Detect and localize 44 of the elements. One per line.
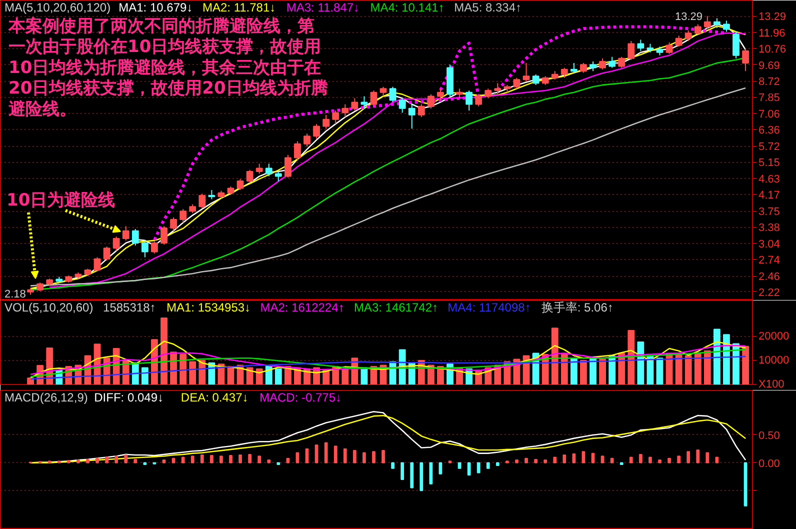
text: MA3: 1461742↑ [354, 300, 438, 314]
y-tick-label: 2.46 [758, 271, 780, 284]
annotation: 10日为避险线 [6, 190, 116, 210]
text: MA1: 10.679↓ [118, 0, 193, 14]
y-tick-label: 10000 [758, 354, 790, 366]
y-tick-label: 3.04 [758, 238, 780, 250]
legend-title: MACD(26,12,9) [4, 390, 88, 404]
y-tick-label: 2.22 [758, 286, 780, 299]
y-tick-label: 20000 [758, 330, 790, 342]
text: MA4: 10.141↑ [370, 0, 444, 14]
y-tick-label: 13.29 [758, 11, 786, 24]
legend-title: MA(5,10,20,60,120) [4, 0, 111, 14]
text: DIFF: 0.049↓ [94, 390, 164, 404]
y-tick-label: 3.75 [758, 206, 780, 218]
annotation: 本案例使用了两次不同的折腾避险线，第一次由于股价在10日均线获支撑，故使用10日均线为折腾避险线，其余三次由于在20日均线获支撑，故使用20日均线为折腾避险线。 [8, 16, 328, 120]
text: MA2: 11.781↓ [202, 0, 276, 14]
text: MA3: 11.847↓ [286, 0, 360, 14]
annotation: 2.18 [4, 288, 26, 300]
annotation: 13.29 [674, 11, 703, 23]
y-tick-label: 9.69 [758, 60, 780, 72]
y-tick-label: 2.74 [758, 254, 780, 266]
y-tick-label: 3.38 [758, 222, 780, 234]
text: MA1: 1534953↓ [166, 300, 251, 314]
y-tick-label: 0.00 [758, 458, 780, 470]
text: DEA: 0.437↓ [180, 390, 248, 404]
y-tick-label: 4.63 [758, 174, 780, 186]
series-label: 1585318↑ [103, 300, 156, 314]
y-tick-label: 7.85 [758, 92, 780, 104]
annotation: MACD: -0.775↓ [260, 390, 342, 404]
y-tick-label: 5.72 [758, 141, 780, 154]
y-tick-label: 0.50 [758, 430, 780, 442]
y-tick-label: 7.06 [758, 108, 780, 121]
annotation: 换手率: 5.06↑ [541, 300, 614, 314]
text: MA4: 1174098↑ [448, 300, 531, 314]
y-tick-label: X100 [758, 378, 784, 390]
legend-title: VOL(5,10,20,60) [4, 300, 94, 314]
y-tick-label: 4.17 [758, 190, 780, 202]
text: MA5: 8.334↑ [454, 0, 522, 14]
y-tick-label: 6.36 [758, 124, 780, 137]
y-tick-label: 10.76 [758, 44, 786, 56]
text: MA2: 1612224↑ [260, 300, 344, 314]
y-tick-label: 11.96 [758, 27, 786, 40]
y-tick-label: 5.15 [758, 157, 780, 170]
y-tick-label: 8.72 [758, 76, 780, 88]
